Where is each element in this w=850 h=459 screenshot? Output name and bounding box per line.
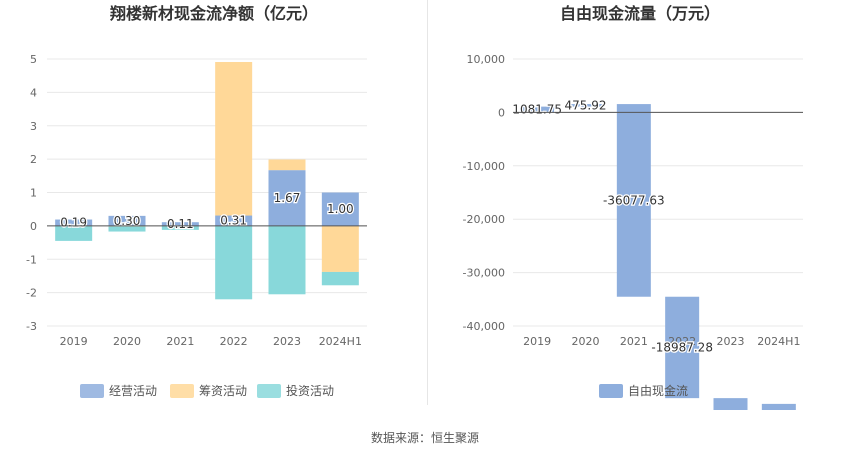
bar [161,225,199,230]
bar [268,225,306,295]
bar [215,225,253,300]
bar [665,296,700,399]
y-tick-label: 1 [30,187,37,200]
data-label: 1.00 [327,202,354,216]
bar [321,192,359,226]
bar [761,403,796,410]
chart-title: 翔楼新材现金流净额（亿元） [109,4,318,23]
data-label: 0.30 [114,214,141,228]
bar [520,106,555,113]
y-tick-label: 3 [30,120,37,133]
legend-swatch [257,384,281,398]
legend-label: 经营活动 [109,384,157,398]
x-tick-label: 2020 [113,335,141,348]
legend-label: 投资活动 [286,383,334,398]
y-tick-label: -30,000 [463,267,505,280]
bar [55,219,93,226]
bar [616,104,651,297]
bar [55,225,93,241]
x-tick-label: 2020 [572,335,600,348]
y-tick-label: -40,000 [463,320,505,333]
legend-swatch [599,384,623,398]
x-tick-label: 2024H1 [319,335,362,348]
bar [713,398,748,410]
y-tick-label: -20,000 [463,213,505,226]
data-label: -18987.28 [651,340,713,354]
y-tick-label: 5 [30,53,37,66]
y-tick-label: -2 [26,287,37,300]
y-tick-label: 10,000 [467,53,506,66]
legend-swatch [80,384,104,398]
chart-divider [427,0,428,405]
x-tick-label: 2023 [717,335,745,348]
data-label: 0.11 [167,217,194,231]
x-tick-label: 2019 [523,335,551,348]
bar [321,271,359,286]
bar [268,159,306,171]
cash-flow-chart: 翔楼新材现金流净额（亿元） -3 -2 -1 0 1 2 3 4 5 2019 0.19 2020 0.3… [26,4,367,398]
x-tick-label: 2019 [60,335,88,348]
bar [215,215,253,226]
x-tick-label: 2021 [620,335,648,348]
y-tick-label: -10,000 [463,160,505,173]
bar [215,62,253,216]
y-tick-label: 0 [498,106,505,119]
data-label: 0.31 [220,214,247,228]
bar [108,226,146,232]
legend-label: 自由现金流 [628,383,688,398]
bar [568,104,603,107]
x-tick-label: 2022 [668,335,696,348]
bar [108,215,146,226]
y-tick-label: 0 [30,220,37,233]
data-label: 475.92 [565,98,607,112]
bar [161,222,199,226]
x-tick-label: 2023 [273,335,301,348]
data-label: -36077.63 [603,193,665,207]
y-tick-label: 2 [30,153,37,166]
data-label: 0.19 [60,216,87,230]
data-source: 数据来源：恒生聚源 [370,431,479,445]
bar [268,170,306,226]
y-tick-label: -3 [26,320,37,333]
legend-swatch [170,384,194,398]
x-tick-label: 2021 [166,335,194,348]
data-label: 1081.75 [512,103,562,117]
y-tick-label: -1 [26,253,37,266]
y-tick-label: 4 [30,86,37,99]
data-label: 1.67 [274,191,301,205]
legend-label: 筹资活动 [199,384,247,398]
x-tick-label: 2022 [220,335,248,348]
x-tick-label: 2024H1 [757,335,800,348]
bar [321,225,359,272]
chart-title: 自由现金流量（万元） [560,4,720,23]
free-cash-flow-chart: 自由现金流量（万元）-40,000-30,000-20,000-10,00001… [463,4,803,410]
